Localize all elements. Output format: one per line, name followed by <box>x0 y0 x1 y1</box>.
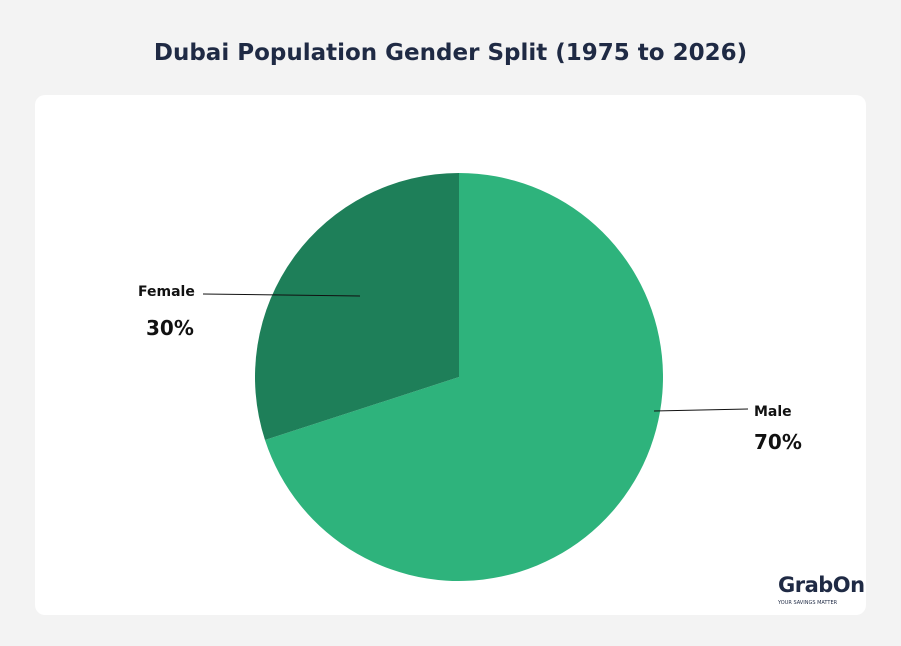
pie-slice-male <box>264 173 663 581</box>
slice-label-male: Male <box>754 404 792 420</box>
chart-title: Dubai Population Gender Split (1975 to 2… <box>153 40 748 66</box>
pie-slice-female <box>254 173 459 441</box>
data-label-male: 70% <box>754 430 802 454</box>
leader-line-female <box>202 293 361 297</box>
leader-line-male <box>653 408 749 412</box>
data-label-female: 30% <box>146 316 194 340</box>
grabon-logo: GrabOn YOUR SAVINGS MATTER <box>778 573 865 613</box>
logo-text: GrabOn <box>778 573 865 597</box>
logo-tagline: YOUR SAVINGS MATTER <box>778 600 838 606</box>
slice-label-female: Female <box>138 284 195 300</box>
